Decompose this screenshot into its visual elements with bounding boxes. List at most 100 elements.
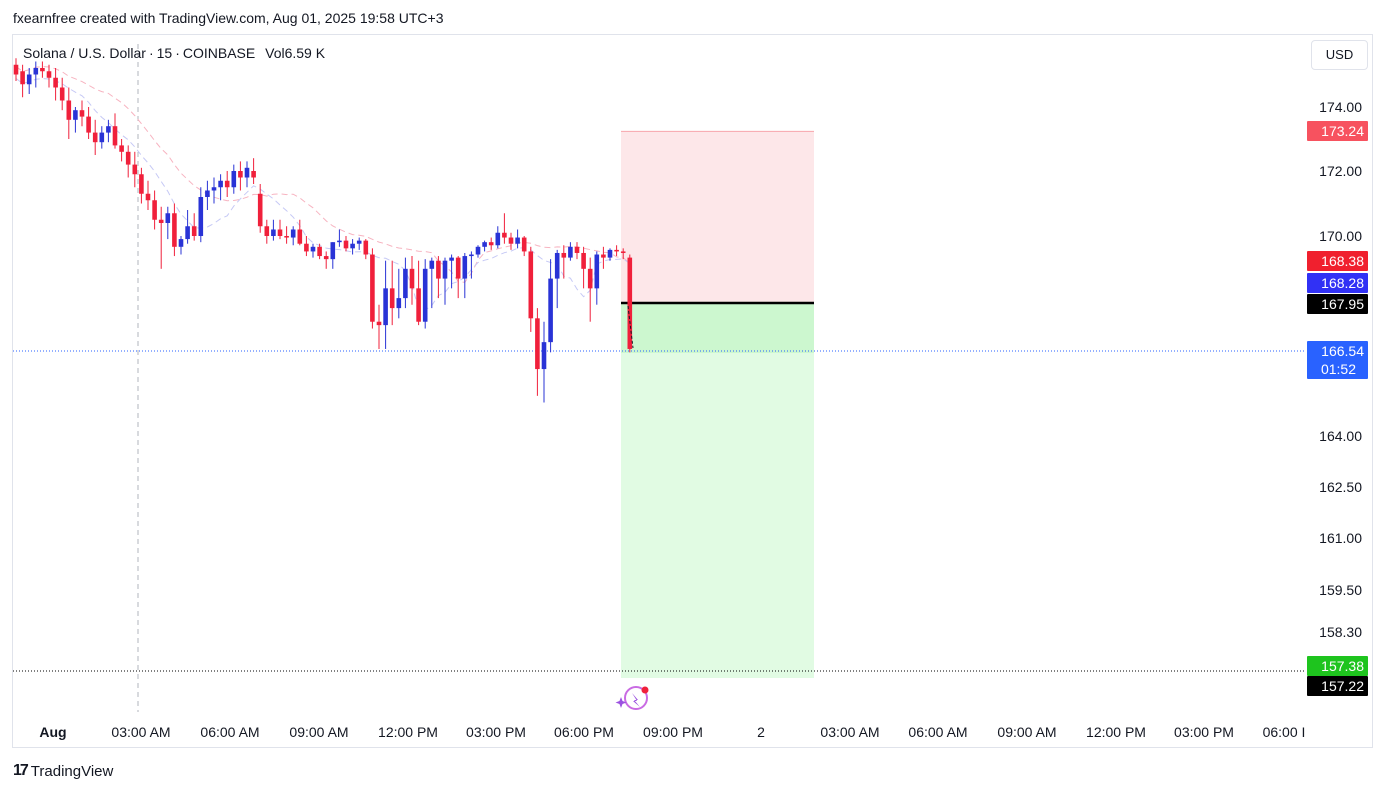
candle[interactable]	[422, 268, 428, 322]
candle[interactable]	[244, 167, 250, 178]
candle[interactable]	[356, 240, 362, 244]
candle[interactable]	[502, 232, 507, 238]
candle[interactable]	[449, 257, 454, 261]
candle[interactable]	[106, 126, 111, 133]
candle[interactable]	[271, 229, 276, 237]
candle[interactable]	[185, 226, 190, 240]
price-tag[interactable]	[1307, 341, 1368, 379]
candle[interactable]	[53, 77, 58, 88]
candle[interactable]	[528, 251, 534, 319]
candle[interactable]	[475, 246, 481, 255]
price-tag[interactable]	[1307, 676, 1368, 696]
event-icon[interactable]	[624, 686, 648, 710]
candle[interactable]	[145, 193, 151, 201]
candle[interactable]	[469, 254, 474, 257]
tradingview-logo[interactable]: 17 TradingView	[13, 762, 113, 780]
candle[interactable]	[317, 246, 322, 257]
candle[interactable]	[323, 256, 329, 260]
candle[interactable]	[396, 298, 402, 309]
candle[interactable]	[125, 151, 131, 165]
candle[interactable]	[158, 219, 164, 223]
candle[interactable]	[277, 229, 283, 237]
candle[interactable]	[581, 252, 586, 269]
candle[interactable]	[376, 321, 382, 326]
candle[interactable]	[601, 254, 606, 258]
candle[interactable]	[59, 87, 65, 101]
candle[interactable]	[574, 246, 580, 253]
candle[interactable]	[13, 64, 19, 75]
candle[interactable]	[211, 187, 217, 191]
candle[interactable]	[112, 126, 118, 146]
candle[interactable]	[224, 180, 230, 188]
candle[interactable]	[495, 232, 501, 246]
candle[interactable]	[607, 249, 613, 258]
candle[interactable]	[92, 132, 98, 143]
candle[interactable]	[264, 226, 270, 236]
candle[interactable]	[389, 288, 395, 309]
candle[interactable]	[488, 242, 494, 246]
stop-loss-zone[interactable]	[621, 131, 814, 303]
price-tag[interactable]	[1307, 656, 1368, 676]
candle[interactable]	[119, 145, 124, 152]
candle[interactable]	[370, 254, 375, 322]
candle[interactable]	[515, 237, 520, 244]
candle[interactable]	[627, 257, 633, 349]
candle[interactable]	[251, 171, 256, 178]
candle[interactable]	[587, 268, 593, 289]
candle[interactable]	[238, 171, 243, 178]
candle[interactable]	[416, 288, 421, 322]
candle[interactable]	[79, 110, 85, 117]
price-tag[interactable]	[1307, 273, 1368, 293]
candle[interactable]	[304, 243, 309, 252]
candle[interactable]	[257, 193, 263, 227]
candle[interactable]	[33, 68, 39, 75]
candle[interactable]	[290, 229, 296, 238]
candle[interactable]	[132, 164, 138, 175]
candle[interactable]	[429, 260, 435, 269]
candle[interactable]	[310, 246, 316, 252]
candle[interactable]	[568, 246, 573, 258]
candle[interactable]	[139, 174, 144, 194]
candle[interactable]	[231, 171, 237, 188]
candle[interactable]	[152, 200, 157, 220]
take-profit-zone[interactable]	[621, 353, 814, 678]
candle[interactable]	[73, 110, 78, 120]
candle[interactable]	[284, 236, 289, 238]
candle[interactable]	[20, 71, 25, 85]
candle[interactable]	[330, 242, 336, 260]
candle[interactable]	[521, 237, 527, 252]
candle[interactable]	[66, 100, 72, 120]
candle[interactable]	[198, 197, 204, 236]
candle[interactable]	[46, 71, 52, 78]
candle[interactable]	[508, 237, 514, 244]
candle[interactable]	[165, 213, 171, 223]
candle[interactable]	[535, 318, 540, 370]
candle[interactable]	[548, 278, 553, 343]
candle[interactable]	[409, 268, 415, 289]
candle[interactable]	[620, 251, 626, 253]
candle[interactable]	[297, 229, 303, 244]
candle[interactable]	[383, 288, 388, 326]
candle[interactable]	[337, 240, 342, 243]
candle[interactable]	[403, 268, 408, 299]
currency-button[interactable]: USD	[1311, 40, 1368, 70]
candle[interactable]	[363, 240, 369, 255]
price-tag[interactable]	[1307, 294, 1368, 314]
candle[interactable]	[40, 68, 45, 72]
candle[interactable]	[178, 239, 184, 247]
symbol-legend[interactable]: Solana / U.S. Dollar · 15 · COINBASE Vol6.59…	[23, 45, 326, 61]
candle[interactable]	[191, 226, 197, 236]
candle[interactable]	[594, 254, 600, 289]
candle[interactable]	[350, 243, 355, 249]
candle[interactable]	[172, 213, 177, 247]
candle[interactable]	[99, 132, 105, 143]
candle[interactable]	[442, 260, 448, 279]
candle[interactable]	[436, 260, 441, 279]
candle[interactable]	[218, 180, 223, 188]
price-tag[interactable]	[1307, 251, 1368, 271]
candle[interactable]	[482, 242, 487, 247]
candle[interactable]	[554, 252, 560, 279]
candle[interactable]	[561, 252, 567, 258]
candle[interactable]	[614, 249, 619, 252]
